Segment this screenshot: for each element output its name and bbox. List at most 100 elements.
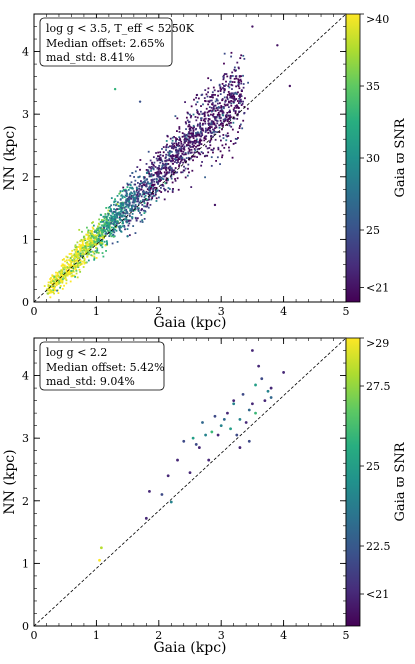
cloud-point [76, 241, 79, 244]
cloud-point [97, 251, 100, 254]
cloud-point [229, 114, 232, 117]
cloud-point [72, 270, 75, 272]
cloud-point [68, 273, 71, 276]
scatter-point [257, 364, 261, 368]
cloud-point [134, 208, 137, 211]
cloud-point [112, 226, 115, 229]
cloud-point [210, 99, 213, 102]
cloud-point [231, 81, 234, 83]
cloud-point [143, 196, 146, 199]
cloud-point [180, 147, 183, 150]
scatter-point [101, 230, 104, 234]
cloud-point [128, 200, 131, 203]
cloud-point [176, 130, 178, 132]
cloud-point [162, 151, 165, 154]
cloud-point [103, 224, 106, 227]
cloud-point [156, 181, 158, 184]
cloud-point [117, 205, 120, 207]
cloud-point [161, 148, 163, 150]
outlier-point [251, 25, 254, 28]
cloud-point [157, 155, 159, 158]
cloud-point [216, 156, 219, 159]
cloud-point [105, 225, 108, 228]
cloud-point [131, 207, 133, 210]
cloud-point [111, 242, 114, 245]
cloud-point [101, 243, 104, 246]
cloud-point [229, 80, 232, 83]
cloud-point [70, 259, 73, 262]
cloud-point [118, 218, 121, 220]
cloud-point [188, 148, 191, 151]
cloud-point [180, 146, 183, 148]
cloud-point [134, 179, 137, 182]
cloud-point [164, 159, 167, 162]
cloud-point [80, 263, 82, 266]
cloud-point [92, 243, 95, 246]
cloud-point [212, 93, 215, 96]
cloud-point [185, 137, 188, 140]
cloud-point [172, 187, 174, 190]
cloud-point [198, 113, 201, 116]
cloud-point [200, 105, 202, 107]
cloud-point [155, 171, 158, 174]
cloud-point [105, 240, 108, 243]
cloud-point [210, 132, 213, 135]
cloud-point [193, 98, 195, 101]
cloud-point [226, 120, 229, 123]
scatter-point [88, 243, 92, 246]
cloud-point [141, 186, 143, 188]
cloud-point [131, 195, 134, 198]
cloud-point [107, 213, 110, 215]
cloud-point [236, 114, 239, 117]
cloud-point [192, 159, 194, 162]
cloud-point [187, 147, 190, 150]
cloud-point [94, 234, 97, 237]
cloud-point [231, 128, 234, 131]
cloud-point [60, 271, 63, 274]
cloud-point [78, 246, 81, 248]
cloud-point [148, 166, 151, 169]
cloud-point [227, 83, 230, 86]
cloud-point [94, 242, 96, 244]
cloud-point [79, 247, 82, 250]
colorbar-tick-label: >40 [366, 13, 389, 26]
cloud-point [236, 100, 239, 102]
cloud-point [222, 111, 225, 114]
cloud-point [108, 235, 111, 238]
cloud-point [158, 167, 160, 170]
cloud-point [208, 106, 211, 109]
cloud-point [59, 279, 61, 282]
cloud-point [123, 207, 126, 209]
cloud-point [96, 234, 99, 237]
cloud-point [160, 179, 162, 182]
cloud-point [175, 156, 178, 158]
cloud-point [223, 96, 226, 99]
cloud-point [180, 142, 183, 145]
cloud-point [236, 117, 239, 120]
cloud-point [129, 192, 131, 195]
cloud-point [236, 61, 239, 64]
cloud-point [82, 239, 85, 242]
cloud-point [180, 158, 183, 161]
cloud-point [230, 51, 233, 54]
cloud-point [174, 115, 177, 118]
cloud-point [97, 237, 100, 240]
cloud-point [67, 263, 70, 265]
cloud-point [73, 262, 76, 265]
cloud-point [108, 224, 111, 227]
cloud-point [193, 126, 195, 128]
cloud-point [188, 121, 191, 123]
cloud-point [122, 204, 125, 206]
annotation-box-2 [39, 341, 165, 391]
cloud-point [101, 232, 104, 235]
cloud-point [150, 193, 153, 196]
cloud-point [126, 221, 128, 224]
cloud-point [203, 97, 206, 99]
cloud-point [152, 168, 155, 171]
cloud-point [132, 225, 135, 227]
cloud-point [91, 242, 94, 245]
cloud-point [238, 102, 241, 105]
cloud-point [48, 289, 50, 292]
cloud-point [151, 161, 153, 164]
cloud-point [164, 167, 167, 170]
